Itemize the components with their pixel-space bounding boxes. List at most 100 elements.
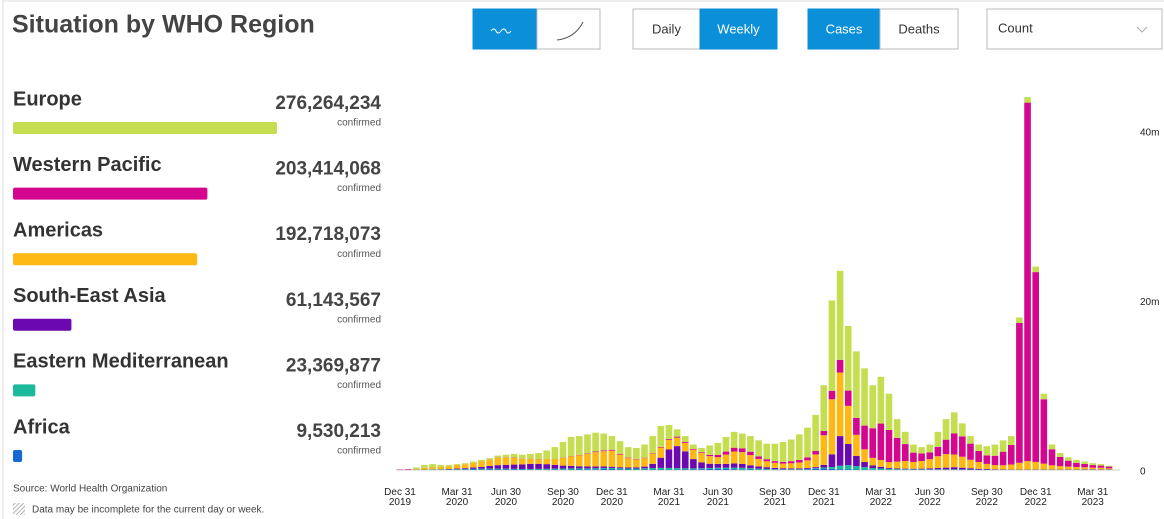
region-bar	[13, 253, 198, 266]
region-bar	[13, 122, 277, 134]
bar-segment	[576, 468, 583, 470]
bar-segment	[747, 465, 754, 469]
bar-segment	[641, 466, 648, 469]
bar-segment	[893, 469, 901, 470]
bar-segment	[755, 466, 762, 469]
bar-segment	[543, 464, 550, 469]
bar-segment	[543, 468, 550, 470]
bar-segment	[535, 468, 542, 470]
bar-segment	[518, 454, 526, 459]
bar-segment	[861, 425, 868, 450]
bar-segment	[820, 431, 828, 436]
bar-segment	[559, 465, 567, 469]
bar-segment	[910, 452, 917, 462]
bar-segment	[502, 464, 510, 469]
bar-segment	[527, 463, 534, 469]
bar-segment	[779, 442, 787, 462]
bar-segment	[690, 468, 697, 470]
bar-segment	[706, 456, 713, 464]
bar-segment	[869, 428, 876, 458]
bar-segment	[1016, 322, 1023, 463]
bar-segment	[730, 463, 738, 468]
bar-segment	[584, 469, 591, 470]
bar-segment	[902, 444, 909, 462]
bar-segment	[869, 468, 876, 470]
bar-segment	[1105, 468, 1113, 470]
bar-segment	[893, 468, 901, 470]
measure-button[interactable]	[807, 8, 881, 50]
bar-segment	[470, 469, 477, 470]
scale-dropdown[interactable]: Count	[986, 8, 1163, 50]
bar-segment	[502, 454, 510, 458]
bar-segment	[600, 466, 608, 468]
bar-segment	[804, 467, 811, 469]
bar-segment	[926, 468, 934, 470]
bar-segment	[567, 465, 575, 469]
bar-segment	[706, 463, 713, 468]
bar-segment	[437, 467, 445, 470]
bar-segment	[437, 464, 445, 467]
bar-segment	[836, 469, 844, 470]
note: Data may be incomplete for the current d…	[32, 505, 264, 516]
dropdown-value: Count	[998, 20, 1033, 35]
bar-segment	[681, 441, 689, 443]
bar-segment	[1065, 457, 1072, 461]
bar-segment	[893, 437, 901, 462]
bar-segment	[698, 462, 705, 469]
bar-segment	[478, 461, 485, 467]
bar-segment	[779, 463, 787, 469]
bar-segment	[592, 451, 599, 453]
bar-segment	[739, 469, 746, 470]
bar-segment	[681, 451, 689, 469]
bar-segment	[657, 425, 665, 447]
bar-segment	[812, 468, 819, 469]
chart-style-toggle[interactable]	[472, 8, 601, 50]
bar-segment	[486, 458, 493, 460]
region-bar	[13, 318, 72, 331]
bar-segment	[747, 436, 754, 452]
bar-segment	[975, 462, 982, 469]
region-unit: confirmed	[337, 183, 381, 194]
region-list: Europe 276,264,234 confirmed Western Pacifi…	[13, 88, 381, 462]
bar-segment	[641, 458, 648, 467]
bar-segment	[1097, 465, 1105, 468]
bar-segment	[470, 461, 477, 463]
bar-segment	[1073, 459, 1080, 463]
bar-segment	[812, 451, 819, 455]
bar-segment	[885, 468, 893, 469]
bar-segment	[950, 433, 958, 455]
bar-segment	[470, 467, 477, 469]
bar-segment	[828, 390, 836, 400]
bar-segment	[918, 468, 925, 470]
bar-segment	[763, 461, 771, 468]
bar-segment	[820, 435, 828, 465]
bar-segment	[673, 436, 681, 438]
bar-segment	[649, 463, 656, 469]
dropdown-box[interactable]	[986, 8, 1163, 50]
bar-segment	[844, 465, 852, 470]
bar-segment	[869, 385, 876, 429]
bar-segment	[812, 454, 819, 468]
period-button[interactable]	[632, 8, 701, 50]
bar-segment	[942, 454, 950, 468]
bar-segment	[706, 454, 713, 457]
period-button[interactable]	[699, 8, 778, 50]
bar-segment	[608, 466, 616, 468]
bar-segment	[681, 468, 689, 470]
bar-segment	[796, 468, 803, 470]
measure-button[interactable]	[879, 8, 959, 50]
bar-segment	[918, 453, 925, 462]
bar-segment	[853, 456, 860, 467]
bar-segment	[967, 468, 974, 470]
bar-segment	[673, 468, 681, 470]
bar-segment	[1081, 467, 1088, 470]
bar-segment	[698, 468, 705, 470]
bar-segment	[902, 431, 909, 445]
bar-segment	[747, 468, 754, 470]
bar-segment	[681, 442, 689, 452]
bar-segment	[771, 443, 779, 462]
bar-segment	[559, 442, 567, 458]
curve-style-button[interactable]	[536, 8, 601, 50]
bar-segment	[942, 467, 950, 470]
